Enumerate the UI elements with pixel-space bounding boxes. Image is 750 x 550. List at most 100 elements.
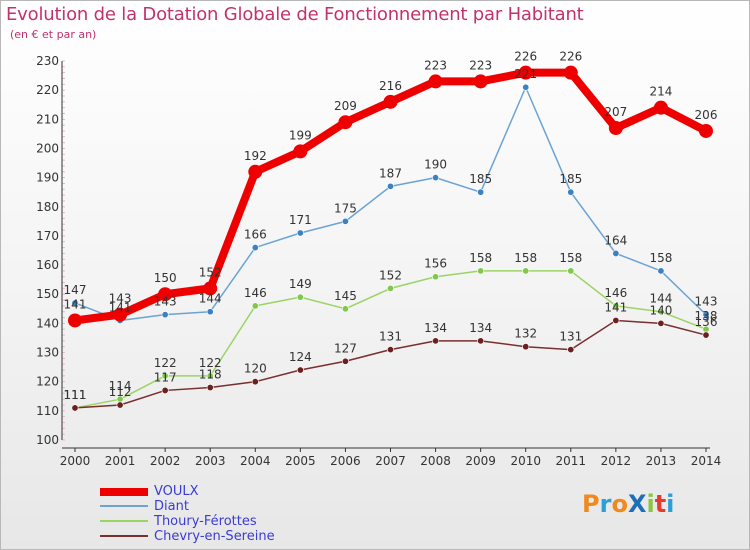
data-label: 164 (604, 233, 627, 247)
data-point (116, 401, 124, 409)
logo-letter: X (627, 490, 647, 518)
data-point (702, 311, 710, 319)
data-label: 223 (469, 58, 492, 72)
data-point (699, 123, 713, 138)
data-point (432, 273, 440, 281)
data-label: 124 (289, 350, 312, 364)
data-label: 134 (469, 321, 492, 335)
data-label: 127 (334, 341, 357, 355)
data-point (206, 372, 214, 380)
proxiti-logo: ProXiti (582, 490, 674, 518)
data-point (608, 121, 623, 136)
data-label: 192 (244, 149, 267, 163)
data-point (251, 244, 259, 252)
data-label: 147 (64, 283, 87, 297)
data-point (341, 217, 349, 225)
data-point (161, 386, 169, 394)
data-label: 226 (559, 50, 582, 64)
legend-label: VOULX (154, 484, 199, 499)
data-label: 216 (379, 79, 402, 93)
data-label: 150 (154, 271, 177, 285)
data-point (567, 267, 575, 275)
data-point (522, 343, 530, 351)
data-point (477, 188, 485, 196)
data-label: 221 (514, 67, 537, 81)
y-tick-label: 190 (36, 171, 59, 185)
data-label: 141 (109, 300, 132, 314)
data-label: 158 (469, 251, 492, 265)
data-label: 190 (424, 158, 447, 172)
data-point (522, 267, 530, 275)
x-tick-label: 2011 (556, 454, 587, 468)
x-tick-label: 2001 (105, 454, 136, 468)
data-point (161, 311, 169, 319)
data-point (657, 267, 665, 275)
data-point (158, 287, 173, 302)
data-point (341, 305, 349, 313)
data-label: 111 (64, 388, 87, 402)
data-label: 206 (695, 108, 718, 122)
data-point (203, 281, 218, 296)
legend-swatch (100, 488, 148, 496)
data-point (612, 302, 620, 310)
data-point (428, 74, 443, 89)
data-label: 156 (424, 257, 447, 271)
y-tick-label: 110 (36, 404, 59, 418)
y-tick-label: 180 (36, 200, 59, 214)
data-label: 145 (334, 289, 357, 303)
data-label: 158 (649, 251, 672, 265)
data-label: 226 (514, 50, 537, 64)
data-label: 166 (244, 228, 267, 242)
data-label: 122 (154, 356, 177, 370)
data-point (657, 319, 665, 327)
data-point (296, 229, 304, 237)
data-label: 136 (695, 315, 718, 329)
y-tick-label: 150 (36, 287, 59, 301)
data-point (473, 74, 488, 89)
data-label: 185 (469, 172, 492, 186)
data-point (68, 313, 82, 328)
data-point (71, 299, 79, 307)
x-tick-label: 2000 (60, 454, 91, 468)
data-label: 141 (604, 300, 627, 314)
x-tick-label: 2006 (330, 454, 361, 468)
data-label: 122 (199, 356, 222, 370)
data-label: 158 (514, 251, 537, 265)
data-point (612, 316, 620, 324)
y-tick-label: 200 (36, 141, 59, 155)
data-point (206, 384, 214, 392)
logo-letter: i (666, 490, 675, 518)
legend-swatch (100, 535, 148, 537)
data-label: 158 (559, 251, 582, 265)
data-point (296, 366, 304, 374)
data-point (567, 346, 575, 354)
data-point (251, 378, 259, 386)
y-tick-label: 210 (36, 112, 59, 126)
data-label: 141 (64, 297, 87, 311)
data-point (432, 337, 440, 345)
data-point (386, 284, 394, 292)
logo-letter: o (611, 490, 628, 518)
legend-label: Thoury-Férottes (154, 514, 257, 529)
x-tick-label: 2009 (465, 454, 496, 468)
data-label: 138 (695, 309, 718, 323)
y-tick-label: 140 (36, 316, 59, 330)
data-label: 132 (514, 327, 537, 341)
data-point (251, 302, 259, 310)
data-point (477, 267, 485, 275)
data-label: 209 (334, 99, 357, 113)
data-point (653, 100, 668, 115)
legend-label: Diant (154, 499, 189, 514)
data-label: 199 (289, 128, 312, 142)
chart-title: Evolution de la Dotation Globale de Fonc… (6, 4, 584, 25)
chart-subtitle: (en € et par an) (10, 28, 97, 41)
x-tick-label: 2004 (240, 454, 271, 468)
x-tick-label: 2008 (420, 454, 451, 468)
data-point (386, 182, 394, 190)
data-label: 144 (199, 292, 222, 306)
logo-letter: P (582, 490, 600, 518)
y-tick-label: 120 (36, 375, 59, 389)
y-tick-label: 220 (36, 83, 59, 97)
